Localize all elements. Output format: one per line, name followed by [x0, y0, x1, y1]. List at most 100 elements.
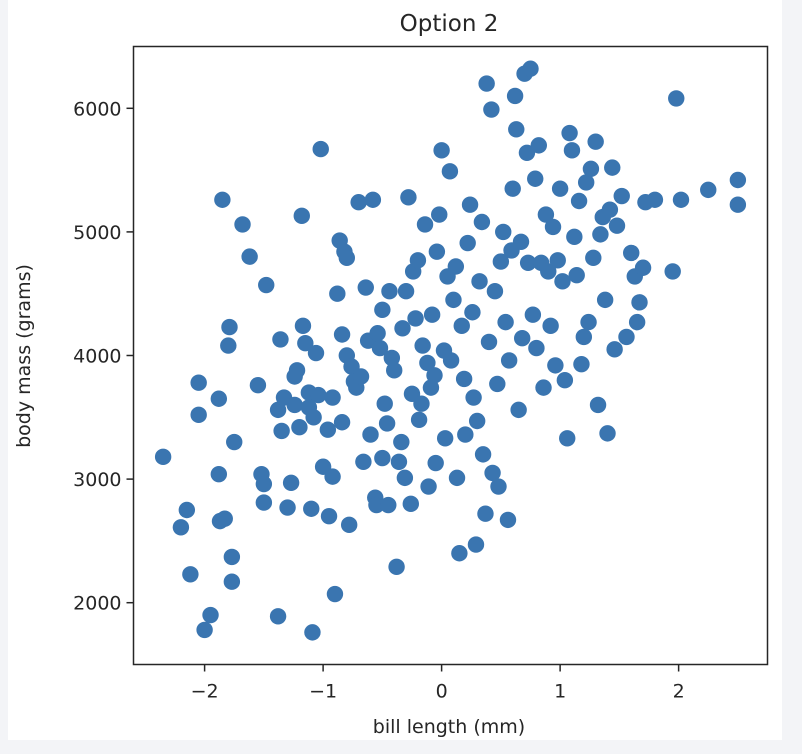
- data-point: [582, 160, 600, 178]
- data-point: [333, 326, 351, 343]
- data-point: [528, 339, 545, 357]
- data-point: [484, 464, 501, 482]
- data-point: [420, 478, 437, 495]
- data-point: [258, 276, 275, 294]
- data-point: [269, 401, 287, 419]
- x-tick-label: 2: [673, 681, 685, 703]
- data-point: [580, 313, 597, 331]
- data-point: [310, 386, 327, 404]
- data-point: [397, 283, 415, 300]
- data-point: [234, 216, 251, 233]
- data-point: [464, 304, 481, 321]
- data-point: [154, 448, 172, 466]
- data-point: [480, 333, 498, 351]
- data-point: [623, 244, 640, 262]
- data-point: [497, 313, 514, 331]
- data-point: [386, 362, 403, 379]
- data-point: [554, 273, 571, 290]
- data-point: [352, 368, 370, 385]
- data-point: [419, 354, 436, 372]
- data-point: [333, 414, 351, 431]
- data-point: [628, 313, 646, 331]
- data-point: [362, 426, 379, 443]
- data-point: [216, 510, 233, 527]
- data-point: [433, 142, 450, 159]
- data-point: [455, 370, 473, 388]
- data-point: [634, 259, 652, 276]
- data-point: [447, 258, 465, 275]
- data-point: [604, 159, 621, 176]
- data-point: [729, 196, 747, 213]
- data-point: [512, 233, 530, 250]
- data-point: [255, 494, 273, 511]
- data-point: [414, 337, 431, 354]
- data-point: [350, 194, 367, 211]
- data-point: [530, 137, 547, 154]
- data-point: [457, 426, 474, 443]
- x-tick-label: 1: [554, 681, 566, 703]
- y-axis: 2000 3000 4000 5000 6000: [73, 98, 134, 615]
- data-point: [451, 545, 468, 562]
- data-point: [465, 389, 482, 406]
- data-point: [376, 395, 393, 412]
- data-point: [441, 163, 459, 180]
- data-point: [608, 217, 626, 234]
- data-point: [556, 372, 574, 389]
- data-point: [547, 357, 564, 374]
- data-point: [426, 367, 443, 384]
- data-point: [563, 142, 581, 159]
- data-point: [664, 263, 681, 280]
- data-point: [478, 75, 495, 92]
- data-point: [575, 328, 593, 346]
- data-point: [210, 465, 228, 483]
- data-point: [413, 395, 430, 412]
- data-point: [442, 352, 460, 369]
- data-point: [294, 317, 312, 335]
- data-point: [587, 133, 604, 150]
- data-point: [190, 406, 207, 424]
- x-tick-label: −2: [191, 681, 219, 703]
- data-point: [448, 469, 466, 487]
- data-point: [492, 253, 510, 270]
- data-point: [305, 409, 322, 426]
- data-point: [606, 341, 623, 358]
- data-point: [396, 469, 414, 487]
- data-point: [210, 390, 228, 407]
- data-point: [196, 621, 213, 639]
- data-point: [668, 90, 685, 107]
- data-point: [338, 249, 356, 267]
- data-point: [549, 252, 566, 269]
- data-point: [551, 180, 569, 197]
- data-point: [319, 421, 337, 438]
- data-point: [221, 318, 238, 336]
- data-point: [393, 433, 410, 451]
- data-point: [499, 511, 517, 529]
- data-point: [428, 243, 446, 260]
- data-point: [402, 495, 420, 513]
- data-point: [561, 124, 578, 142]
- data-point: [445, 291, 462, 309]
- data-point: [297, 334, 314, 352]
- data-point: [508, 121, 525, 138]
- data-point: [524, 306, 542, 323]
- data-point: [474, 446, 492, 463]
- data-point: [340, 516, 358, 534]
- data-point: [513, 329, 531, 347]
- data-point: [468, 412, 486, 430]
- data-point: [477, 505, 494, 522]
- data-point: [202, 606, 219, 624]
- data-point: [355, 453, 372, 470]
- data-point: [303, 500, 320, 517]
- y-tick-label: 5000: [73, 222, 121, 244]
- data-point: [483, 101, 500, 118]
- data-point: [518, 144, 536, 161]
- data-point: [423, 306, 441, 323]
- data-point: [273, 422, 290, 440]
- data-point: [291, 418, 308, 436]
- data-point: [312, 140, 329, 158]
- data-point: [368, 496, 385, 514]
- data-point: [510, 401, 527, 419]
- data-point: [540, 263, 557, 280]
- data-point: [467, 536, 485, 553]
- data-point: [473, 213, 491, 231]
